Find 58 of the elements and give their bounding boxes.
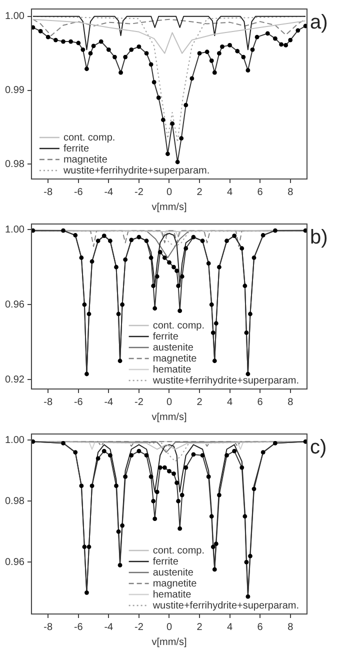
x-tick-label: 8 (288, 396, 294, 408)
legend-label: cont. comp. (152, 320, 205, 332)
legend-label: wustite+ferrihydrite+superparam. (152, 375, 300, 386)
legend-label: ferrite (152, 331, 179, 342)
y-tick-label: 1.00 (4, 434, 25, 446)
x-tick-label: -8 (44, 396, 53, 408)
legend-label: cont. comp. (63, 132, 116, 144)
y-tick-label: 0.98 (4, 496, 25, 507)
legend-label: austenite (152, 567, 194, 578)
legend-label: magnetite (152, 353, 198, 364)
x-tick-label: 2 (196, 622, 203, 633)
y-tick-label: 0.96 (4, 299, 25, 310)
x-axis-title: v[mm/s] (152, 636, 187, 648)
x-tick-label: -6 (74, 622, 84, 633)
x-tick-label: 4 (227, 622, 234, 633)
y-tick-label: 0.92 (4, 374, 25, 386)
x-tick-label: 2 (196, 396, 203, 408)
x-tick-label: 6 (257, 396, 264, 408)
x-tick-label: -6 (74, 396, 84, 408)
legend-label: austenite (152, 342, 194, 354)
x-axis-title: v[mm/s] (152, 202, 187, 213)
chart-title: b) (310, 226, 328, 249)
x-tick-label: 6 (257, 622, 264, 633)
x-tick-label: -2 (134, 396, 144, 408)
legend-label: wustite+ferrihydrite+superparam. (152, 600, 300, 612)
chart-title: c) (310, 436, 327, 459)
x-axis-title: v[mm/s] (152, 412, 187, 423)
x-tick-label: -4 (104, 622, 114, 633)
legend-label: hematite (152, 589, 192, 600)
legend-label: ferrite (63, 143, 90, 154)
legend-label: wustite+ferrihydrite+superparam. (62, 165, 210, 176)
x-tick-label: -4 (104, 396, 114, 408)
legend-label: hematite (152, 364, 192, 376)
legend-label: magnetite (152, 578, 198, 590)
x-tick-label: -2 (134, 622, 144, 633)
x-tick-label: -4 (104, 186, 114, 198)
x-tick-label: 2 (196, 186, 203, 198)
x-tick-label: 8 (288, 622, 294, 633)
x-tick-label: -8 (44, 622, 53, 633)
y-tick-label: 0.96 (4, 556, 25, 568)
x-tick-label: -8 (44, 186, 53, 198)
y-tick-label: 0.98 (4, 158, 25, 170)
y-tick-label: 1.00 (4, 224, 25, 236)
x-tick-label: 0 (166, 186, 172, 198)
legend-label: cont. comp. (152, 545, 205, 556)
y-tick-label: 0.99 (4, 85, 25, 96)
x-tick-label: 0 (166, 396, 172, 408)
x-tick-label: -2 (134, 186, 144, 198)
x-tick-label: 0 (166, 622, 172, 633)
x-tick-label: 4 (227, 396, 234, 408)
y-tick-label: 1.00 (4, 11, 25, 22)
x-tick-label: 4 (227, 186, 234, 198)
x-tick-label: 6 (257, 186, 264, 198)
legend-label: ferrite (152, 556, 179, 568)
chart-title: a) (310, 12, 328, 34)
x-tick-label: 8 (288, 186, 294, 198)
legend-label: magnetite (63, 154, 108, 166)
x-tick-label: -6 (74, 186, 84, 198)
